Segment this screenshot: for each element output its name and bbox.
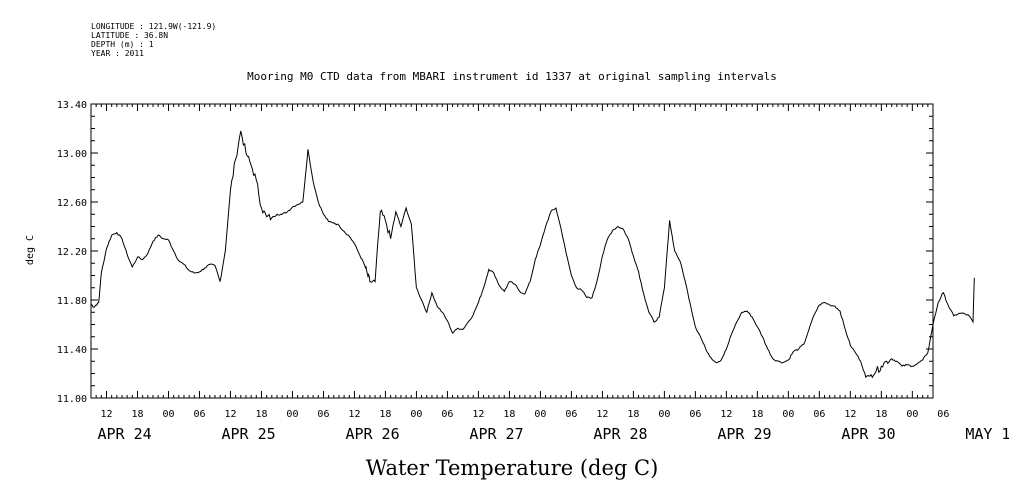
x-hour-tick-label: 06: [689, 409, 701, 420]
x-hour-tick-label: 12: [472, 409, 484, 420]
x-hour-tick-label: 18: [255, 409, 267, 420]
x-hour-tick-label: 00: [286, 409, 298, 420]
water-temperature-line: [90, 130, 975, 379]
x-date-label: APR 29: [717, 425, 771, 443]
x-hour-tick-label: 06: [565, 409, 577, 420]
x-date-label: APR 26: [345, 425, 399, 443]
x-hour-tick-label: 00: [906, 409, 918, 420]
x-hour-tick-label: 18: [503, 409, 515, 420]
x-hour-tick-label: 18: [627, 409, 639, 420]
x-hour-tick-label: 00: [410, 409, 422, 420]
y-tick-label: 11.00: [57, 394, 87, 405]
y-axis: 11.00 11.40 11.80 12.20 12.60 13.00 13.40: [57, 100, 933, 405]
x-hour-tick-label: 00: [782, 409, 794, 420]
x-hour-tick-label: 00: [162, 409, 174, 420]
x-axis-title: Water Temperature (deg C): [366, 456, 659, 480]
x-hour-tick-label: 12: [100, 409, 112, 420]
x-hour-tick-label: 12: [596, 409, 608, 420]
meta-year: YEAR : 2011: [91, 49, 144, 58]
x-date-label: APR 30: [841, 425, 895, 443]
y-tick-label: 11.40: [57, 345, 87, 356]
y-tick-label: 12.20: [57, 247, 87, 258]
x-hour-tick-label: 12: [348, 409, 360, 420]
y-tick-label: 12.60: [57, 198, 87, 209]
x-hour-tick-label: 06: [193, 409, 205, 420]
chart-title: Mooring M0 CTD data from MBARI instrumen…: [247, 70, 777, 83]
x-date-label: MAY 1: [965, 425, 1009, 443]
x-hour-tick-label: 18: [379, 409, 391, 420]
x-hour-tick-label: 12: [720, 409, 732, 420]
x-hour-tick-label: 06: [813, 409, 825, 420]
x-hour-tick-label: 00: [534, 409, 546, 420]
x-hour-tick-label: 12: [844, 409, 856, 420]
x-hour-tick-label: 18: [131, 409, 143, 420]
x-hour-tick-label: 00: [658, 409, 670, 420]
meta-depth: DEPTH (m) : 1: [91, 40, 154, 49]
x-hour-tick-label: 06: [937, 409, 949, 420]
x-hour-tick-label: 18: [875, 409, 887, 420]
x-hour-tick-label: 18: [751, 409, 763, 420]
meta-latitude: LATITUDE : 36.8N: [91, 31, 168, 40]
series-group: [90, 130, 975, 379]
x-hour-tick-label: 06: [317, 409, 329, 420]
x-hour-tick-label: 12: [224, 409, 236, 420]
x-axis: 12 18 00 06 12 18 00 06 12 18 00 06 12 18 00 06 12 18 00 06…: [90, 104, 1009, 443]
plot-frame: [90, 103, 934, 399]
y-axis-label: deg C: [25, 235, 36, 265]
y-tick-label: 11.80: [57, 296, 87, 307]
y-tick-label: 13.00: [57, 149, 87, 160]
x-date-label: APR 25: [221, 425, 275, 443]
x-hour-tick-label: 06: [441, 409, 453, 420]
y-tick-label: 13.40: [57, 100, 87, 111]
x-date-label: APR 27: [469, 425, 523, 443]
meta-longitude: LONGITUDE : 121.9W(-121.9): [91, 22, 216, 31]
x-date-label: APR 28: [593, 425, 647, 443]
x-date-label: APR 24: [97, 425, 151, 443]
